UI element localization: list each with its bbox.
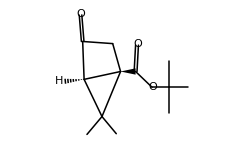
Text: H: H bbox=[55, 76, 63, 86]
Text: O: O bbox=[148, 82, 157, 92]
Text: O: O bbox=[76, 9, 85, 19]
Text: O: O bbox=[133, 39, 142, 49]
Polygon shape bbox=[121, 68, 136, 75]
